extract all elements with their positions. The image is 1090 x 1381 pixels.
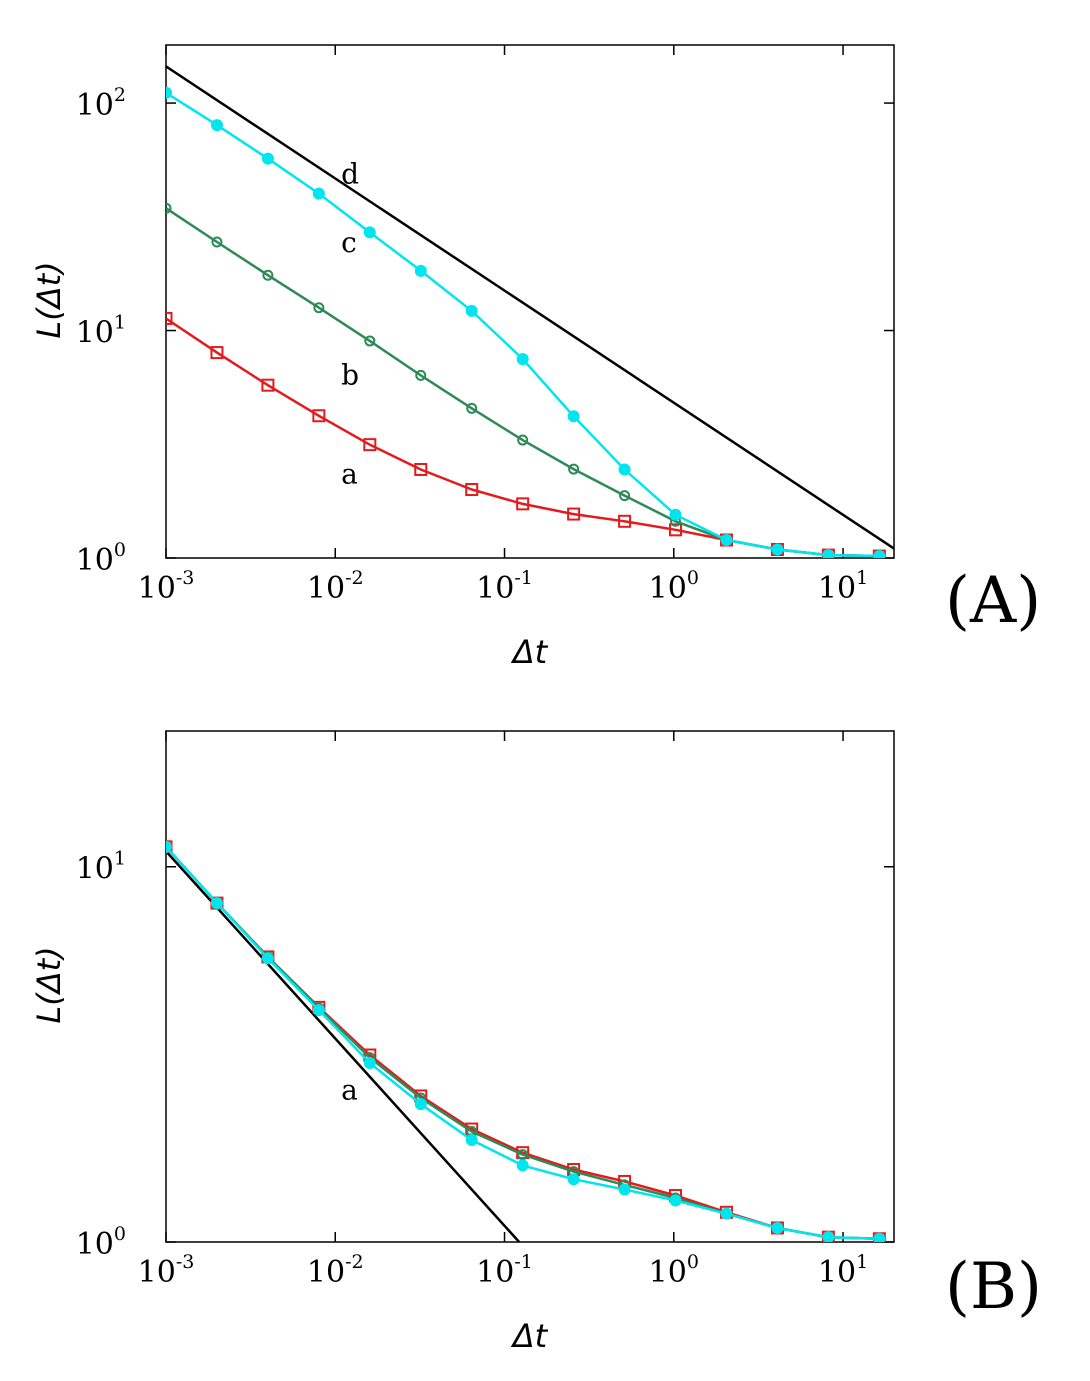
data-point (312, 409, 326, 423)
annotation-b: b (341, 359, 359, 392)
data-point (415, 369, 427, 381)
data-point (261, 152, 274, 165)
x-tick-label: 100 (649, 567, 699, 606)
plot-frame (165, 44, 895, 559)
y-tick-label: 100 (76, 539, 126, 578)
data-point (312, 1004, 325, 1017)
y-tick-label: 102 (76, 84, 126, 123)
x-tick-label: 10-1 (476, 1251, 533, 1290)
x-tick-label: 10-3 (138, 1251, 195, 1290)
data-point (516, 352, 529, 365)
reference-line-a (166, 850, 521, 1242)
x-tick-label: 10-2 (307, 567, 364, 606)
data-point (822, 549, 835, 558)
data-point (414, 264, 427, 277)
x-tick-label: 101 (818, 567, 868, 606)
data-point (210, 346, 224, 360)
data-point (618, 514, 632, 528)
data-point (465, 304, 478, 317)
plot-frame (165, 730, 895, 1243)
y-tick-label: 101 (76, 848, 126, 887)
data-point (567, 1173, 580, 1186)
data-point (873, 1232, 886, 1242)
data-point (414, 462, 428, 476)
panel-b: 10-3 10-2 10-1 100 101 100 101 Δt L(Δt) (B) a (30, 730, 1042, 1355)
y-tick-label: 100 (76, 1223, 126, 1262)
annotation-a: a (341, 458, 358, 491)
data-point (210, 897, 223, 910)
annotation-a: a (341, 1073, 358, 1106)
data-point (363, 226, 376, 239)
data-point (166, 202, 172, 214)
x-tick-label: 10-3 (138, 567, 195, 606)
data-point (873, 550, 886, 558)
data-point (771, 1221, 784, 1234)
data-point (822, 1231, 835, 1242)
data-point (618, 463, 631, 476)
data-point (669, 1194, 682, 1207)
series-line-3 (166, 845, 880, 1241)
y-axis-title: L(Δt) (30, 946, 68, 1023)
data-point (567, 507, 581, 521)
data-point (516, 497, 530, 511)
panel-a: 10-3 10-2 10-1 100 101 100 101 102 Δt L(Δt) (A) a b c… (30, 44, 1041, 671)
y-tick-label: 101 (76, 312, 126, 351)
data-point (261, 952, 274, 965)
data-point (166, 86, 172, 99)
data-point (364, 335, 376, 347)
data-point (771, 543, 784, 556)
data-point (517, 1149, 529, 1161)
data-point (210, 119, 223, 132)
series-line-1 (166, 845, 880, 1241)
x-tick-label: 10-1 (476, 567, 533, 606)
data-point (618, 1183, 631, 1196)
y-axis-title: L(Δt) (30, 261, 68, 338)
panel-label: (A) (945, 564, 1041, 638)
panel-label: (B) (945, 1250, 1042, 1324)
data-point (261, 378, 275, 392)
data-point (669, 523, 683, 537)
data-point (517, 434, 529, 446)
data-point (363, 1056, 376, 1069)
x-tick-label: 100 (649, 1251, 699, 1290)
data-point (669, 508, 682, 521)
series-line-c (166, 91, 880, 558)
data-point (465, 1133, 478, 1146)
data-point (720, 1207, 733, 1220)
data-point (312, 187, 325, 200)
data-point (414, 1098, 427, 1111)
data-point (363, 438, 377, 452)
data-point (166, 311, 173, 325)
annotation-d: d (341, 158, 359, 191)
data-point (568, 463, 580, 475)
data-point (465, 483, 479, 497)
data-point (262, 269, 274, 281)
data-point (720, 533, 733, 546)
data-point (313, 302, 325, 314)
data-point (567, 410, 580, 423)
data-point (516, 1159, 529, 1172)
series-line-2 (166, 845, 880, 1241)
data-point (166, 840, 172, 853)
x-tick-label: 101 (818, 1251, 868, 1290)
data-point (619, 490, 631, 502)
data-point (211, 236, 223, 248)
reference-line-d (166, 65, 894, 550)
x-tick-label: 10-2 (307, 1251, 364, 1290)
data-point (466, 402, 478, 414)
annotation-c: c (341, 226, 357, 259)
x-axis-title: Δt (510, 633, 549, 671)
x-axis-title: Δt (510, 1317, 549, 1355)
